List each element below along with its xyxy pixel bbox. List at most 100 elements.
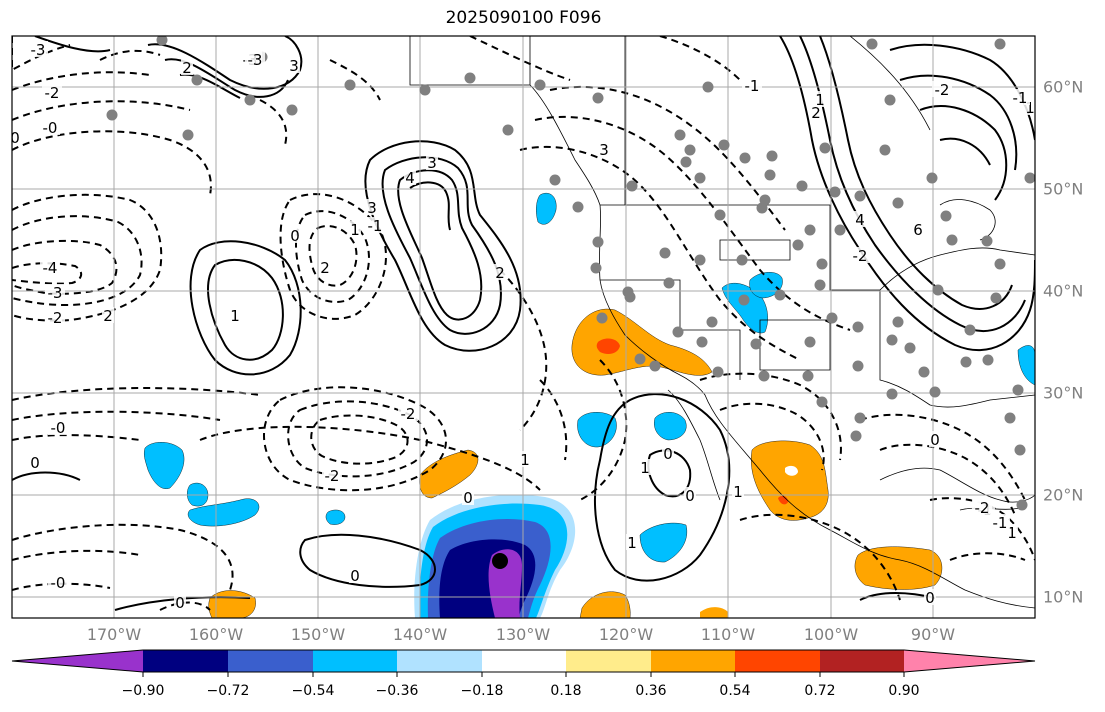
colorbar-tick-label: −0.36: [375, 683, 419, 699]
contour-label: -2: [325, 467, 340, 485]
colorbar-extend-high: [904, 650, 1035, 672]
contour-label-bg: [854, 211, 866, 227]
station-dot: [694, 172, 706, 184]
colorbar-tick-label: 0.18: [550, 683, 582, 699]
station-dot: [932, 284, 944, 296]
colorbar-tick-label: −0.90: [121, 683, 165, 699]
contour-label: -2: [935, 81, 950, 99]
contour-label-bg: [229, 307, 241, 323]
station-dot: [1016, 499, 1028, 511]
contour-label-bg: [929, 431, 941, 447]
lon-label-150w: 150°W: [290, 625, 346, 644]
station-dot: [886, 334, 898, 346]
station-dot: [886, 388, 898, 400]
colorbar-tick-label: 0.90: [888, 683, 920, 699]
station-dot: [766, 150, 778, 162]
contour-label-bg: [426, 154, 438, 170]
lon-label-160w: 160°W: [188, 625, 244, 644]
station-dot: [694, 254, 706, 266]
station-dot: [634, 353, 646, 365]
contour-label: 1: [520, 451, 530, 469]
contour-label: 6: [913, 221, 923, 239]
dashed-contours: [12, 36, 1035, 611]
contour-label: 1: [350, 221, 360, 239]
positive-anomaly-orange-baja: [571, 308, 713, 376]
contour-label: 3: [427, 154, 437, 172]
station-dot: [596, 312, 608, 324]
station-dot: [156, 36, 168, 46]
station-dot: [792, 239, 804, 251]
contour-labels: -3-32-2-00-4-3-22012-3343-00211-23-33264…: [12, 41, 1035, 612]
station-dot: [572, 201, 584, 213]
contour-label: 0: [663, 445, 673, 463]
colorbar-tick-label: −0.72: [206, 683, 250, 699]
contour-label-bg: [626, 534, 638, 550]
contour-label-bg: [684, 487, 696, 503]
contour-label: 3: [289, 57, 299, 75]
station-dot: [592, 236, 604, 248]
station-dot: [659, 247, 671, 259]
contour-label: 0: [175, 594, 185, 612]
map-title: 2025090100 F096: [445, 8, 602, 28]
contour-label-bg: [404, 169, 416, 185]
contour-label-bg: [42, 84, 62, 100]
station-dot: [940, 210, 952, 222]
contour-label: 0: [350, 567, 360, 585]
station-dot: [106, 109, 118, 121]
station-dot: [684, 144, 696, 156]
contour-label: 0: [925, 589, 935, 607]
contour-label: 0: [463, 489, 473, 507]
station-dot: [816, 396, 828, 408]
contour-label-bg: [990, 514, 1010, 530]
contour-label-bg: [288, 57, 300, 73]
contour-label: 2: [811, 104, 821, 122]
station-dot: [964, 324, 976, 336]
contour-label-bg: [924, 589, 936, 605]
lon-label-110w: 110°W: [700, 625, 756, 644]
station-dot: [758, 370, 770, 382]
contour-label-bg: [319, 259, 331, 275]
contour-label-bg: [810, 104, 822, 120]
contour-label: -0: [43, 119, 58, 137]
station-dot: [929, 386, 941, 398]
lon-label-100w: 100°W: [803, 625, 859, 644]
contour-label: -1: [368, 217, 383, 235]
station-dot: [244, 94, 256, 106]
station-dot: [1012, 384, 1024, 396]
contour-label: 3: [599, 141, 609, 159]
station-dot: [419, 84, 431, 96]
contour-label-bg: [29, 454, 41, 470]
contour-label: 2: [103, 307, 113, 325]
station-dot: [736, 254, 748, 266]
contour-label: -4: [43, 259, 58, 277]
lat-label-10n: 10°N: [1043, 587, 1084, 607]
contour-label-bg: [365, 217, 385, 233]
station-dot: [464, 72, 476, 84]
contour-label: -1: [993, 514, 1008, 532]
contour-label-bg: [349, 567, 361, 583]
contour-label-bg: [40, 259, 60, 275]
contour-label-bg: [174, 594, 186, 610]
lat-label-20n: 20°N: [1043, 485, 1084, 505]
contour-label: 2: [495, 264, 505, 282]
contour-label: 1: [1025, 99, 1035, 117]
contour-label-bg: [289, 227, 301, 243]
contour-label: -2: [45, 84, 60, 102]
contour-label: -3: [48, 284, 63, 302]
colorbar-tick-label: 0.36: [635, 683, 667, 699]
lon-label-140w: 140°W: [392, 625, 448, 644]
station-dot: [674, 129, 686, 141]
station-dot: [706, 316, 718, 328]
contour-label: 3: [367, 199, 377, 217]
colorbar-tick-label: 0.72: [804, 683, 836, 699]
station-dot: [626, 180, 638, 192]
station-dot: [1004, 412, 1016, 424]
contour-label: 1: [1007, 524, 1017, 542]
station-dot: [826, 312, 838, 324]
station-dot: [829, 186, 841, 198]
contour-label-bg: [12, 129, 21, 145]
station-dot: [764, 169, 776, 181]
contour-label: 1: [627, 534, 637, 552]
station-dot: [756, 202, 768, 214]
